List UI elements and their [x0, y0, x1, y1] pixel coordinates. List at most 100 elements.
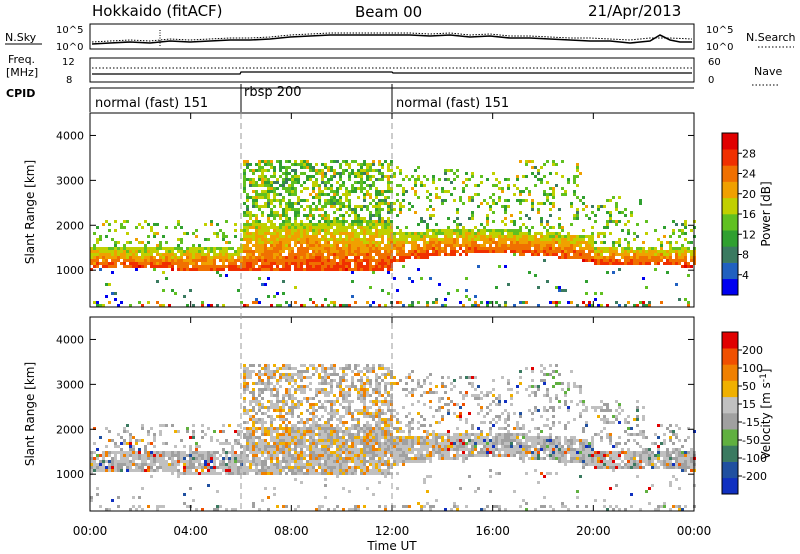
range-cell [288, 262, 291, 265]
range-cell [252, 214, 255, 217]
range-cell [486, 229, 489, 232]
range-cell [240, 430, 243, 433]
range-cell [297, 469, 300, 472]
range-cell [258, 448, 261, 451]
range-cell [156, 247, 159, 250]
range-cell [255, 193, 258, 196]
range-cell [525, 226, 528, 229]
range-cell [111, 238, 114, 241]
range-cell [432, 235, 435, 238]
range-cell [261, 373, 264, 376]
range-cell [288, 250, 291, 253]
range-cell [342, 487, 345, 490]
range-cell [246, 304, 249, 307]
range-cell [366, 208, 369, 211]
range-cell [366, 406, 369, 409]
cpid-label: CPID [6, 87, 35, 100]
range-cell [138, 457, 141, 460]
range-cell [468, 196, 471, 199]
range-cell [681, 223, 684, 226]
nave-label: Nave [754, 65, 782, 78]
range-cell [297, 199, 300, 202]
range-cell [534, 244, 537, 247]
range-cell [594, 220, 597, 223]
range-cell [351, 208, 354, 211]
range-cell [174, 469, 177, 472]
range-cell [336, 454, 339, 457]
range-cell [321, 382, 324, 385]
range-cell [249, 439, 252, 442]
range-cell [534, 175, 537, 178]
range-cell [309, 229, 312, 232]
range-cell [93, 442, 96, 445]
range-cell [168, 304, 171, 307]
range-cell [273, 256, 276, 259]
range-cell [291, 181, 294, 184]
range-cell [345, 463, 348, 466]
range-cell [381, 262, 384, 265]
range-cell [504, 208, 507, 211]
range-cell [144, 244, 147, 247]
range-cell [327, 253, 330, 256]
range-cell [312, 268, 315, 271]
range-cell [120, 442, 123, 445]
range-cell [189, 487, 192, 490]
range-cell [558, 301, 561, 304]
range-cell [252, 394, 255, 397]
range-cell [282, 211, 285, 214]
range-cell [303, 163, 306, 166]
range-cell [417, 223, 420, 226]
range-cell [174, 445, 177, 448]
range-cell [615, 253, 618, 256]
range-cell [159, 424, 162, 427]
range-cell [366, 175, 369, 178]
range-cell [354, 241, 357, 244]
range-cell [168, 259, 171, 262]
range-cell [381, 265, 384, 268]
range-cell [273, 232, 276, 235]
range-cell [120, 448, 123, 451]
range-cell [297, 505, 300, 508]
range-cell [249, 460, 252, 463]
range-cell [348, 490, 351, 493]
range-cell [132, 250, 135, 253]
range-cell [285, 217, 288, 220]
range-cell [486, 178, 489, 181]
range-cell [279, 184, 282, 187]
range-cell [498, 304, 501, 307]
range-cell [327, 373, 330, 376]
range-cell [570, 244, 573, 247]
range-cell [327, 241, 330, 244]
range-cell [336, 223, 339, 226]
range-cell [678, 253, 681, 256]
range-cell [177, 247, 180, 250]
range-cell [366, 379, 369, 382]
range-cell [516, 229, 519, 232]
range-cell [264, 238, 267, 241]
range-cell [273, 418, 276, 421]
range-cell [222, 460, 225, 463]
range-cell [345, 238, 348, 241]
range-cell [357, 187, 360, 190]
range-cell [354, 442, 357, 445]
range-cell [276, 178, 279, 181]
range-cell [315, 253, 318, 256]
range-cell [357, 388, 360, 391]
range-cell [669, 262, 672, 265]
range-cell [288, 457, 291, 460]
range-cell [270, 418, 273, 421]
range-cell [183, 268, 186, 271]
range-cell [270, 187, 273, 190]
range-cell [549, 232, 552, 235]
range-cell [132, 451, 135, 454]
range-cell [333, 373, 336, 376]
range-cell [252, 178, 255, 181]
range-cell [213, 430, 216, 433]
range-cell [249, 169, 252, 172]
range-cell [273, 388, 276, 391]
range-cell [345, 205, 348, 208]
range-cell [348, 472, 351, 475]
range-cell [354, 235, 357, 238]
